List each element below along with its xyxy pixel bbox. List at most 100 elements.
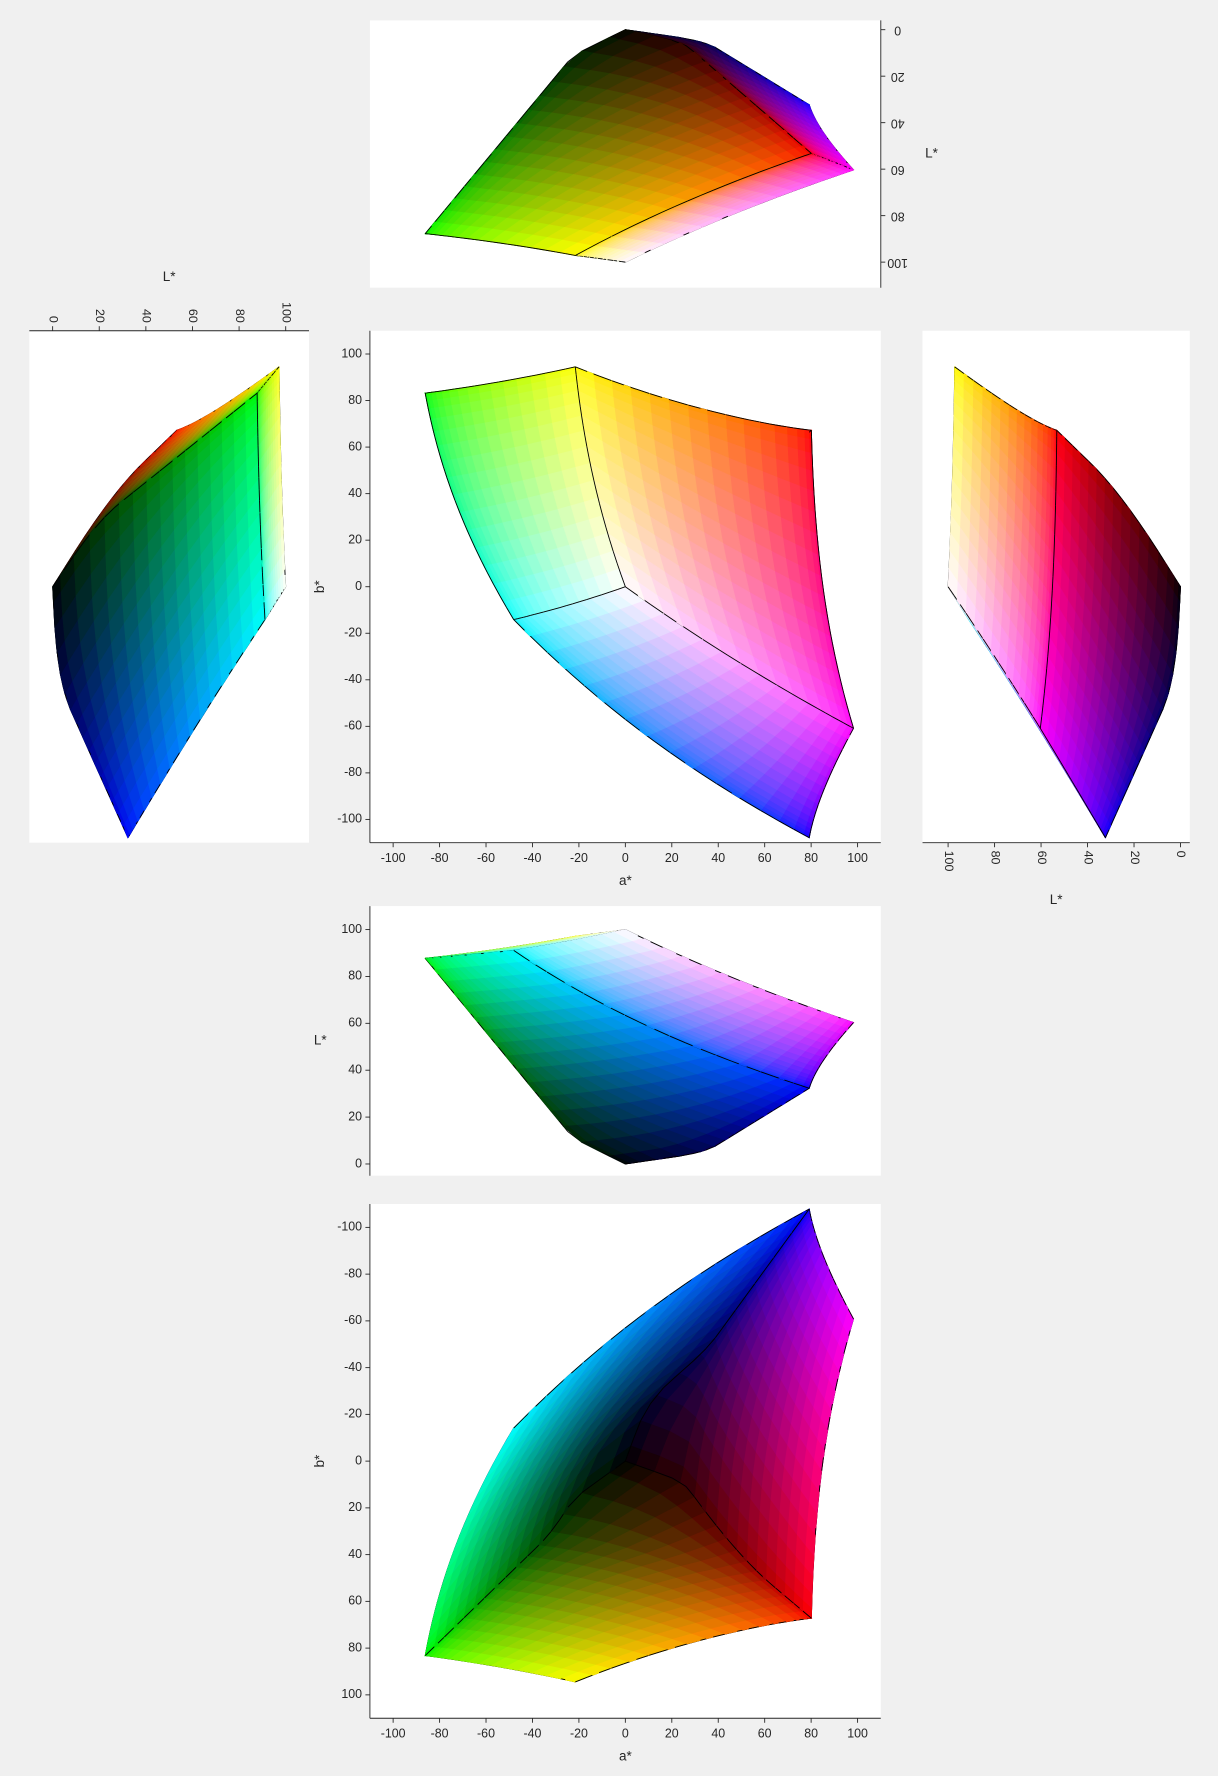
gamut-edge xyxy=(812,478,815,492)
gamut-edge xyxy=(172,752,181,764)
gamut-edge xyxy=(214,685,223,697)
gamut-edge xyxy=(712,184,726,191)
gamut-edge xyxy=(821,576,824,591)
gamut-edge xyxy=(260,386,263,389)
gamut-edge xyxy=(773,817,785,825)
gamut-edge xyxy=(507,243,517,246)
gamut-edge xyxy=(260,548,263,561)
gamut-edge xyxy=(154,783,162,794)
gamut-edge xyxy=(827,617,831,631)
gamut-edge xyxy=(505,127,514,138)
gamut-edge xyxy=(542,81,552,92)
x-axis-label: L* xyxy=(163,269,177,284)
gamut-edge xyxy=(716,783,733,794)
gamut-edge xyxy=(674,200,688,207)
gamut-edge xyxy=(759,167,770,173)
gamut-edge xyxy=(746,801,761,811)
gamut-edge xyxy=(843,722,848,726)
gamut-edge xyxy=(159,463,169,472)
gamut-edge xyxy=(444,235,450,237)
gamut-edge xyxy=(94,516,106,529)
gamut-edge xyxy=(636,217,650,225)
gamut-edge xyxy=(774,121,782,128)
gamut-edge xyxy=(791,93,798,99)
gamut-edge xyxy=(832,643,836,657)
gamut-edge xyxy=(755,105,763,112)
gamut-edge xyxy=(773,82,780,88)
gamut-edge xyxy=(467,238,475,241)
y-tick-label: 40 xyxy=(891,116,905,130)
gamut-edge xyxy=(799,155,805,159)
gamut-edge xyxy=(525,246,536,249)
gamut-edge xyxy=(769,164,779,169)
gamut-edge xyxy=(669,751,686,764)
gamut-edge xyxy=(849,716,854,729)
gamut-edge xyxy=(829,768,834,776)
gamut-edge xyxy=(555,251,566,255)
y-tick-label: 80 xyxy=(891,209,905,223)
gamut-surface xyxy=(52,365,287,839)
gamut-edge xyxy=(257,619,266,631)
gamut-edge xyxy=(581,40,603,52)
gamut-edge xyxy=(835,755,840,763)
gamut-edge xyxy=(225,411,235,419)
gamut-edge xyxy=(737,416,749,421)
gamut-edge xyxy=(482,240,491,243)
gamut-edge xyxy=(714,646,729,656)
gamut-edge xyxy=(583,685,598,698)
gamut-surface xyxy=(424,29,855,263)
gamut-edge xyxy=(737,175,749,182)
gamut-edge xyxy=(815,519,818,535)
gamut-edge xyxy=(437,210,445,219)
gamut-edge xyxy=(276,366,280,370)
gamut-edge xyxy=(623,223,637,231)
gamut-edge xyxy=(233,405,242,413)
gamut-edge xyxy=(819,562,823,577)
gamut-edge xyxy=(834,656,839,669)
gamut-edge xyxy=(816,803,819,810)
gamut-edge xyxy=(849,726,853,728)
gamut-edge xyxy=(155,444,162,451)
gamut-edge xyxy=(810,828,812,832)
gamut-edge xyxy=(598,236,612,244)
gamut-edge xyxy=(823,590,826,605)
gamut-edge xyxy=(457,186,465,195)
gamut-edge xyxy=(235,651,244,664)
gamut-edge xyxy=(725,180,738,186)
gamut-edge xyxy=(816,534,819,549)
gamut-edge xyxy=(819,792,823,799)
gamut-edge xyxy=(764,677,777,686)
gamut-edge xyxy=(800,832,806,837)
gamut-edge xyxy=(171,429,178,436)
gamut-edge xyxy=(687,404,701,409)
gamut-edge xyxy=(832,762,837,769)
gamut-edge xyxy=(144,455,151,462)
gamut-edge xyxy=(818,798,821,805)
gamut-facet xyxy=(797,449,806,470)
gamut-edge xyxy=(840,680,845,694)
gamut-edge xyxy=(52,579,58,587)
gamut-edge xyxy=(812,465,814,479)
gamut-edge xyxy=(105,788,111,798)
gamut-edge xyxy=(424,225,432,234)
gamut-edge xyxy=(249,392,258,400)
gamut-edge xyxy=(116,813,122,822)
gamut-edge xyxy=(263,607,266,620)
gamut-edge xyxy=(498,136,506,146)
y-axis-label: L* xyxy=(925,146,939,161)
gamut-edge xyxy=(201,430,211,438)
gamut-edge xyxy=(648,211,663,219)
gamut-edge xyxy=(271,372,275,376)
gamut-edge xyxy=(778,161,787,166)
gamut-edge xyxy=(727,654,741,664)
gamut-edge xyxy=(838,719,844,724)
gamut-edge xyxy=(810,825,813,829)
gamut-edge xyxy=(575,248,588,256)
gamut-edge xyxy=(63,555,75,571)
gamut-edge xyxy=(123,491,134,501)
gamut-edge xyxy=(807,153,810,156)
gamut-edge xyxy=(139,810,145,819)
gamut-edge xyxy=(527,100,536,111)
gamut-edge xyxy=(263,383,266,385)
